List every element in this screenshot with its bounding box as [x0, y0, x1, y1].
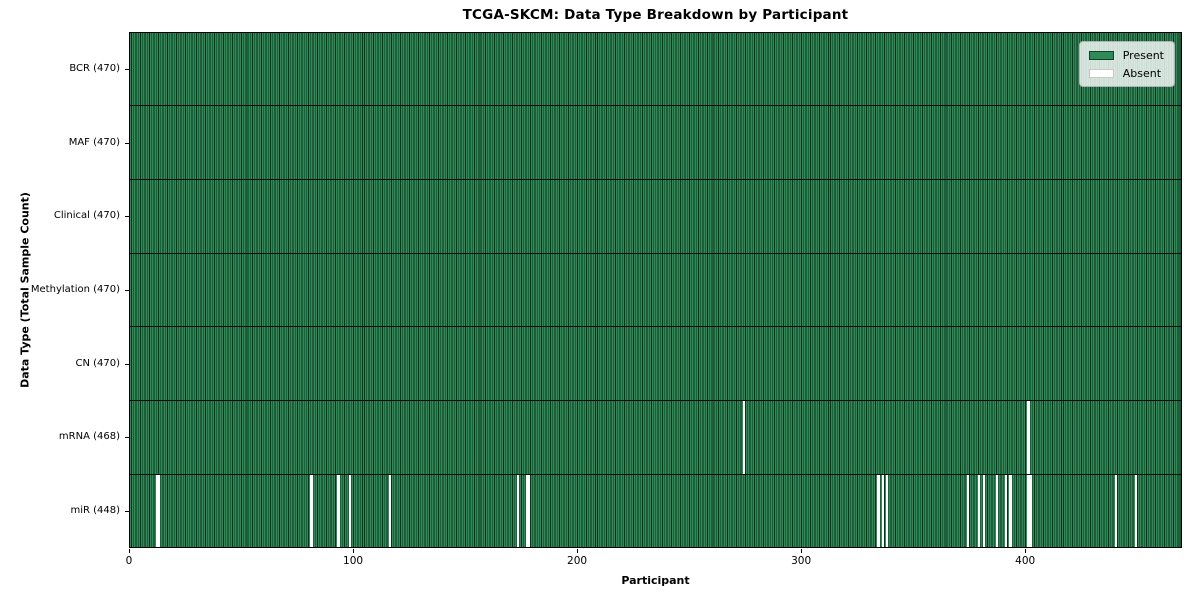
y-tick-mark — [125, 437, 129, 439]
absent-stripe — [155, 475, 159, 549]
y-tick-mark — [125, 142, 129, 144]
y-tick-label-Methylation: Methylation (470) — [30, 284, 120, 295]
x-tick-label: 300 — [791, 555, 812, 567]
absent-stripe — [1009, 475, 1012, 549]
y-tick-label-CN: CN (470) — [75, 357, 120, 369]
absent-stripe — [348, 475, 351, 549]
x-tick-label: 400 — [1015, 555, 1036, 567]
absent-stripe — [516, 475, 519, 549]
chart-title: TCGA-SKCM: Data Type Breakdown by Partic… — [462, 7, 849, 23]
y-tick-label-BCR: BCR (470) — [69, 62, 120, 74]
x-axis-title: Participant — [621, 574, 690, 587]
legend: Present Absent — [1078, 41, 1175, 87]
row-Clinical — [129, 178, 1182, 253]
legend-label-present: Present — [1122, 49, 1164, 62]
absent-stripe — [1005, 475, 1008, 549]
y-tick-label-MAF: MAF (470) — [68, 136, 120, 148]
absent-stripe — [525, 475, 528, 549]
x-tick-label: 0 — [125, 555, 133, 567]
y-tick-mark — [125, 216, 129, 218]
absent-stripe — [310, 475, 313, 549]
plot-rows — [129, 32, 1182, 549]
y-axis: BCR (470) MAF (470) Clinical (470) Methylat… — [0, 32, 129, 548]
absent-stripe — [1114, 475, 1118, 549]
absent-stripe — [966, 475, 970, 549]
absent-stripe — [978, 475, 981, 549]
absent-swatch-icon — [1088, 68, 1114, 78]
y-tick-label-miR: miR (448) — [70, 505, 120, 517]
absent-stripe — [1029, 475, 1032, 549]
present-swatch-icon — [1088, 50, 1114, 60]
x-tick-mark — [129, 549, 130, 553]
x-axis: 0 100 200 300 400 — [125, 548, 1182, 574]
row-MAF — [129, 104, 1182, 179]
absent-stripe — [886, 475, 889, 549]
absent-stripe — [1134, 475, 1138, 549]
row-Methylation — [129, 252, 1182, 327]
x-tick-mark — [1025, 549, 1027, 553]
row-BCR — [129, 32, 1182, 105]
absent-stripe — [337, 475, 340, 549]
absent-stripe — [527, 475, 531, 549]
plot-area: Present Absent — [129, 32, 1182, 549]
x-tick-label: 200 — [567, 555, 588, 567]
absent-stripe — [1027, 401, 1030, 475]
absent-stripe — [877, 475, 880, 549]
absent-stripe — [881, 475, 885, 549]
legend-label-absent: Absent — [1122, 67, 1162, 80]
legend-item-present: Present — [1088, 49, 1164, 62]
absent-stripe — [1027, 475, 1030, 549]
row-miR — [129, 474, 1182, 549]
y-tick-mark — [125, 511, 129, 513]
y-axis-title: Data Type (Total Sample Count) — [18, 192, 32, 388]
y-tick-mark — [125, 290, 129, 291]
absent-stripe — [158, 475, 161, 549]
row-CN — [129, 326, 1182, 401]
row-mRNA — [129, 400, 1182, 475]
absent-stripe — [982, 475, 985, 549]
absent-stripe — [996, 475, 999, 549]
x-tick-label: 100 — [343, 555, 364, 567]
y-tick-mark — [125, 363, 129, 365]
x-tick-mark — [353, 549, 355, 553]
y-tick-mark — [125, 68, 129, 70]
x-tick-mark — [801, 549, 803, 553]
legend-item-absent: Absent — [1088, 67, 1164, 80]
x-tick-mark — [577, 549, 579, 553]
y-tick-label-mRNA: mRNA (468) — [58, 431, 120, 443]
absent-stripe — [742, 401, 746, 475]
y-tick-label-Clinical: Clinical (470) — [53, 210, 120, 222]
absent-stripe — [388, 475, 392, 549]
